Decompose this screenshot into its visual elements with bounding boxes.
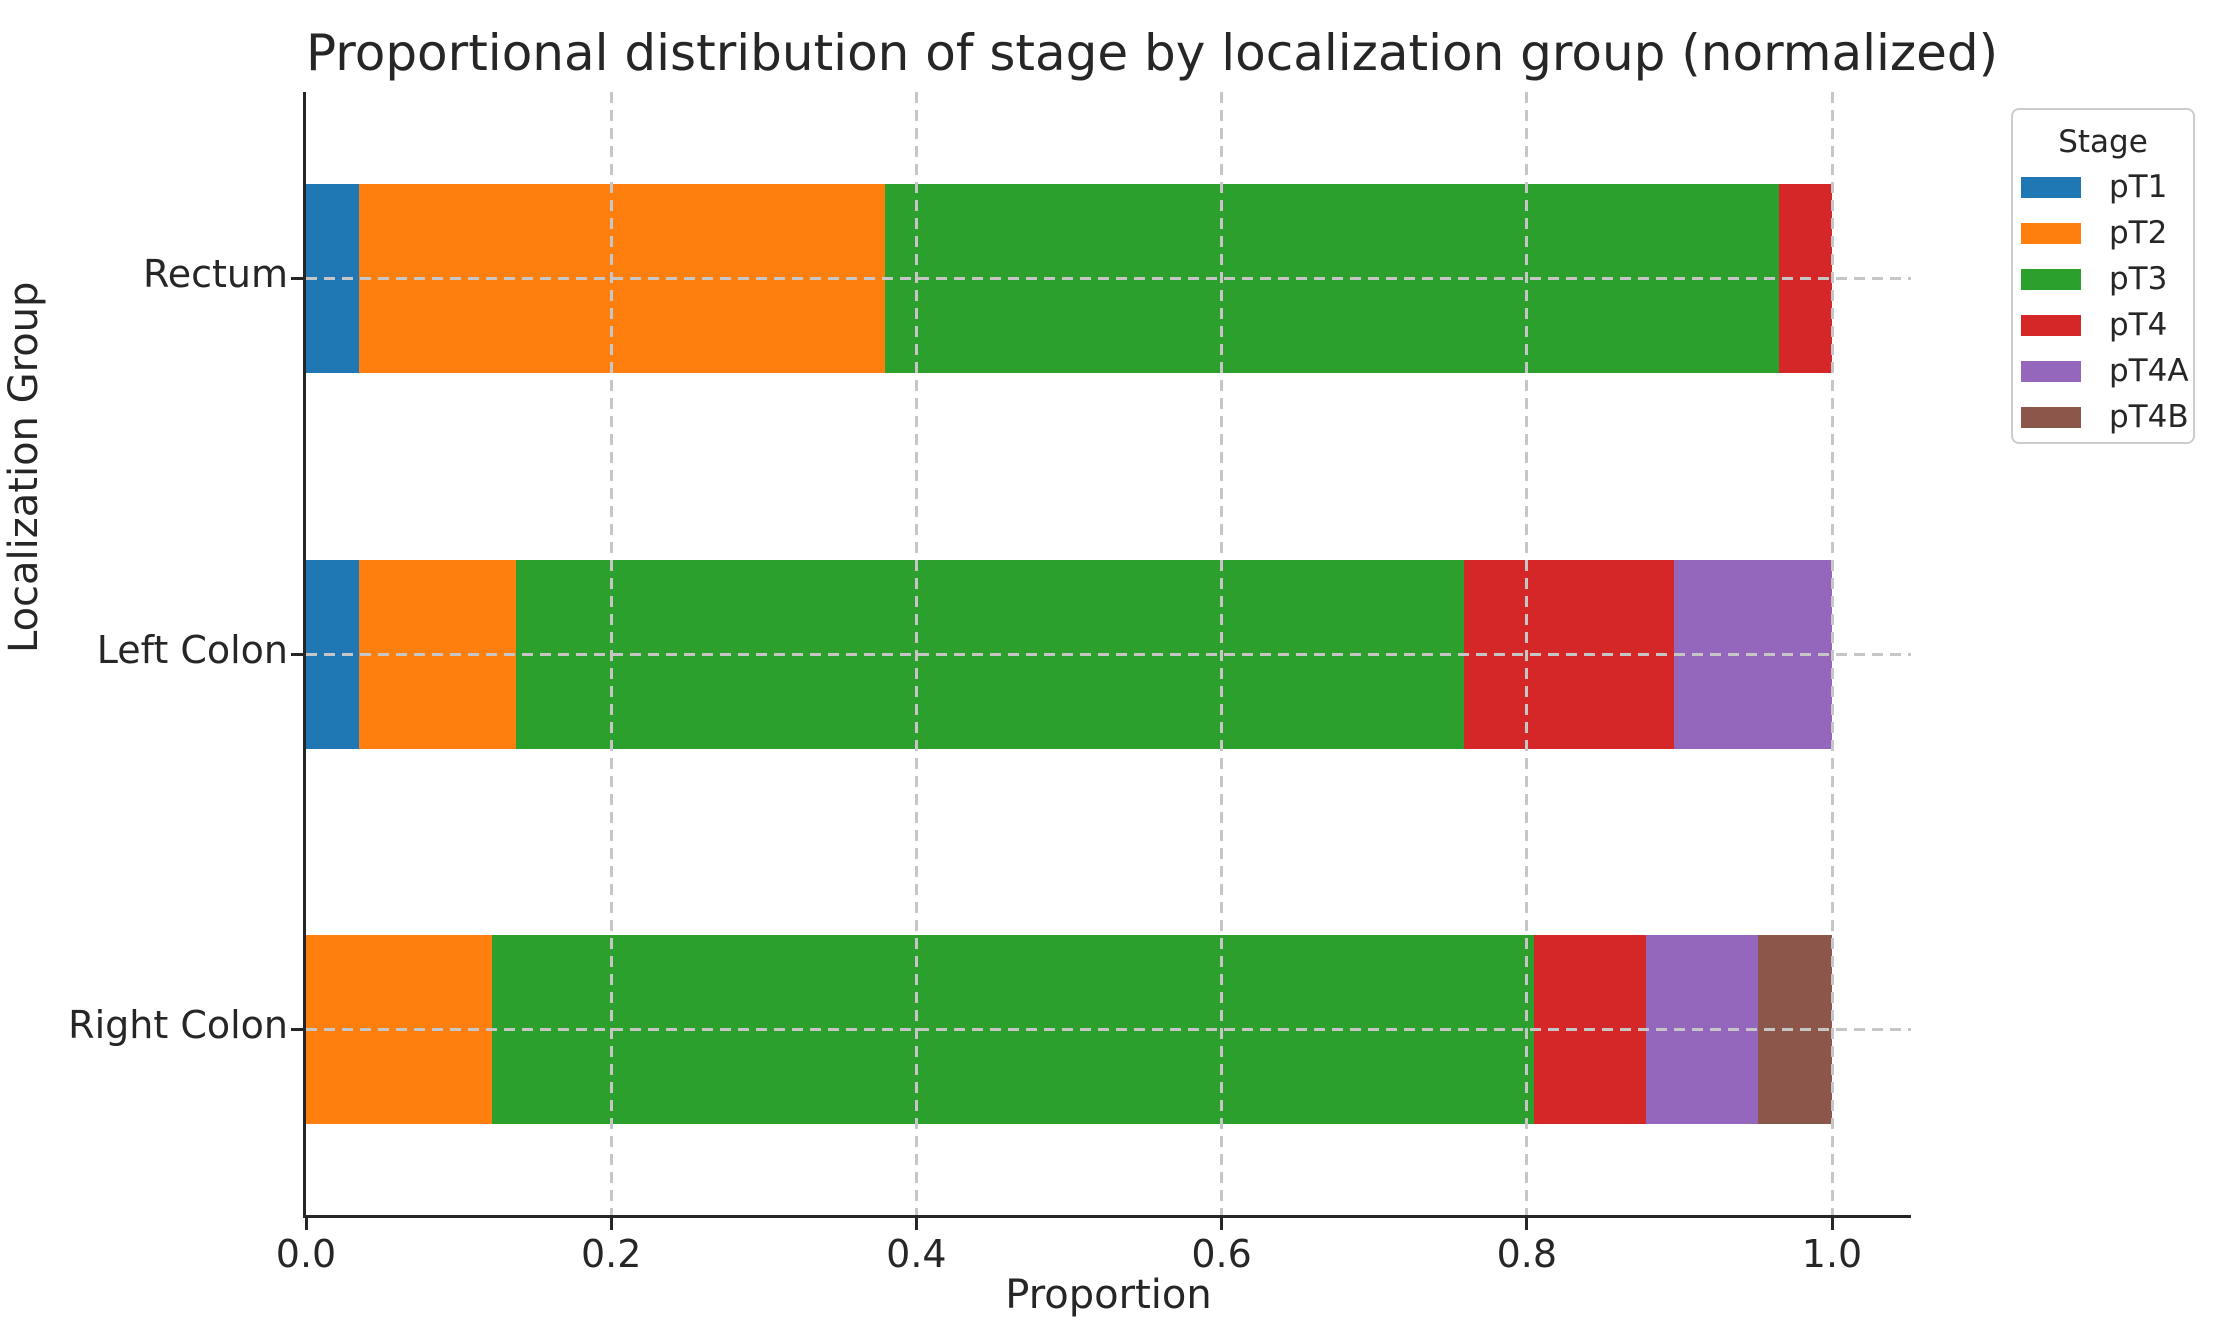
x-tick-label: 0.2 — [580, 1232, 642, 1276]
legend-entry-pt4: pT4 — [2013, 302, 2193, 348]
x-tick-label: 0.6 — [1191, 1232, 1252, 1276]
x-tickmark-0.6 — [1220, 1218, 1224, 1230]
gridline-y-0 — [306, 276, 1911, 280]
chart-title: Proportional distribution of stage by lo… — [306, 24, 1999, 82]
y-axis-spine — [303, 92, 306, 1218]
legend-label: pT4A — [2109, 353, 2189, 389]
x-tick-label: 1.0 — [1801, 1232, 1863, 1276]
x-tickmark-0.2 — [609, 1218, 613, 1230]
y-tick-label: Rectum — [143, 252, 288, 296]
y-tickmark-2 — [291, 1027, 303, 1031]
y-tickmark-0 — [291, 276, 303, 280]
legend-swatch-pt3 — [2021, 268, 2081, 290]
x-axis-label: Proportion — [1005, 1272, 1212, 1318]
y-tickmark-1 — [291, 652, 303, 656]
legend-entry-pt2: pT2 — [2013, 210, 2193, 256]
legend-swatch-pt4a — [2021, 360, 2081, 382]
legend-entry-pt3: pT3 — [2013, 256, 2193, 302]
x-tickmark-0.8 — [1525, 1218, 1529, 1230]
legend-entry-pt4b: pT4B — [2013, 394, 2193, 440]
legend-label: pT3 — [2109, 261, 2168, 297]
x-tick-label: 0.4 — [886, 1232, 947, 1276]
gridline-y-1 — [306, 652, 1911, 656]
legend-swatch-pt2 — [2021, 222, 2081, 244]
legend-label: pT2 — [2109, 215, 2168, 251]
gridline-y-2 — [306, 1027, 1911, 1031]
legend-swatch-pt4b — [2021, 406, 2081, 428]
legend-label: pT1 — [2109, 169, 2168, 205]
x-tickmark-0.4 — [914, 1218, 918, 1230]
legend-title: Stage — [2058, 124, 2148, 160]
legend-entry-pt1: pT1 — [2013, 164, 2193, 210]
legend: Stage pT1 pT2 pT3 pT4 pT4A pT4B — [2011, 108, 2195, 444]
x-tickmark-0.0 — [304, 1218, 308, 1230]
legend-label: pT4B — [2109, 399, 2189, 435]
y-axis-label: Localization Group — [1, 281, 47, 653]
x-tickmark-1.0 — [1830, 1218, 1834, 1230]
legend-swatch-pt4 — [2021, 314, 2081, 336]
y-tick-label: Right Colon — [68, 1003, 288, 1047]
x-axis-spine — [303, 1215, 1911, 1218]
legend-label: pT4 — [2109, 307, 2168, 343]
x-tick-label: 0.8 — [1496, 1232, 1558, 1276]
x-tick-label: 0.0 — [275, 1232, 337, 1276]
legend-entry-pt4a: pT4A — [2013, 348, 2193, 394]
y-tick-label: Left Colon — [96, 628, 288, 672]
legend-swatch-pt1 — [2021, 176, 2081, 198]
legend-entries: pT1 pT2 pT3 pT4 pT4A pT4B — [2013, 164, 2193, 440]
